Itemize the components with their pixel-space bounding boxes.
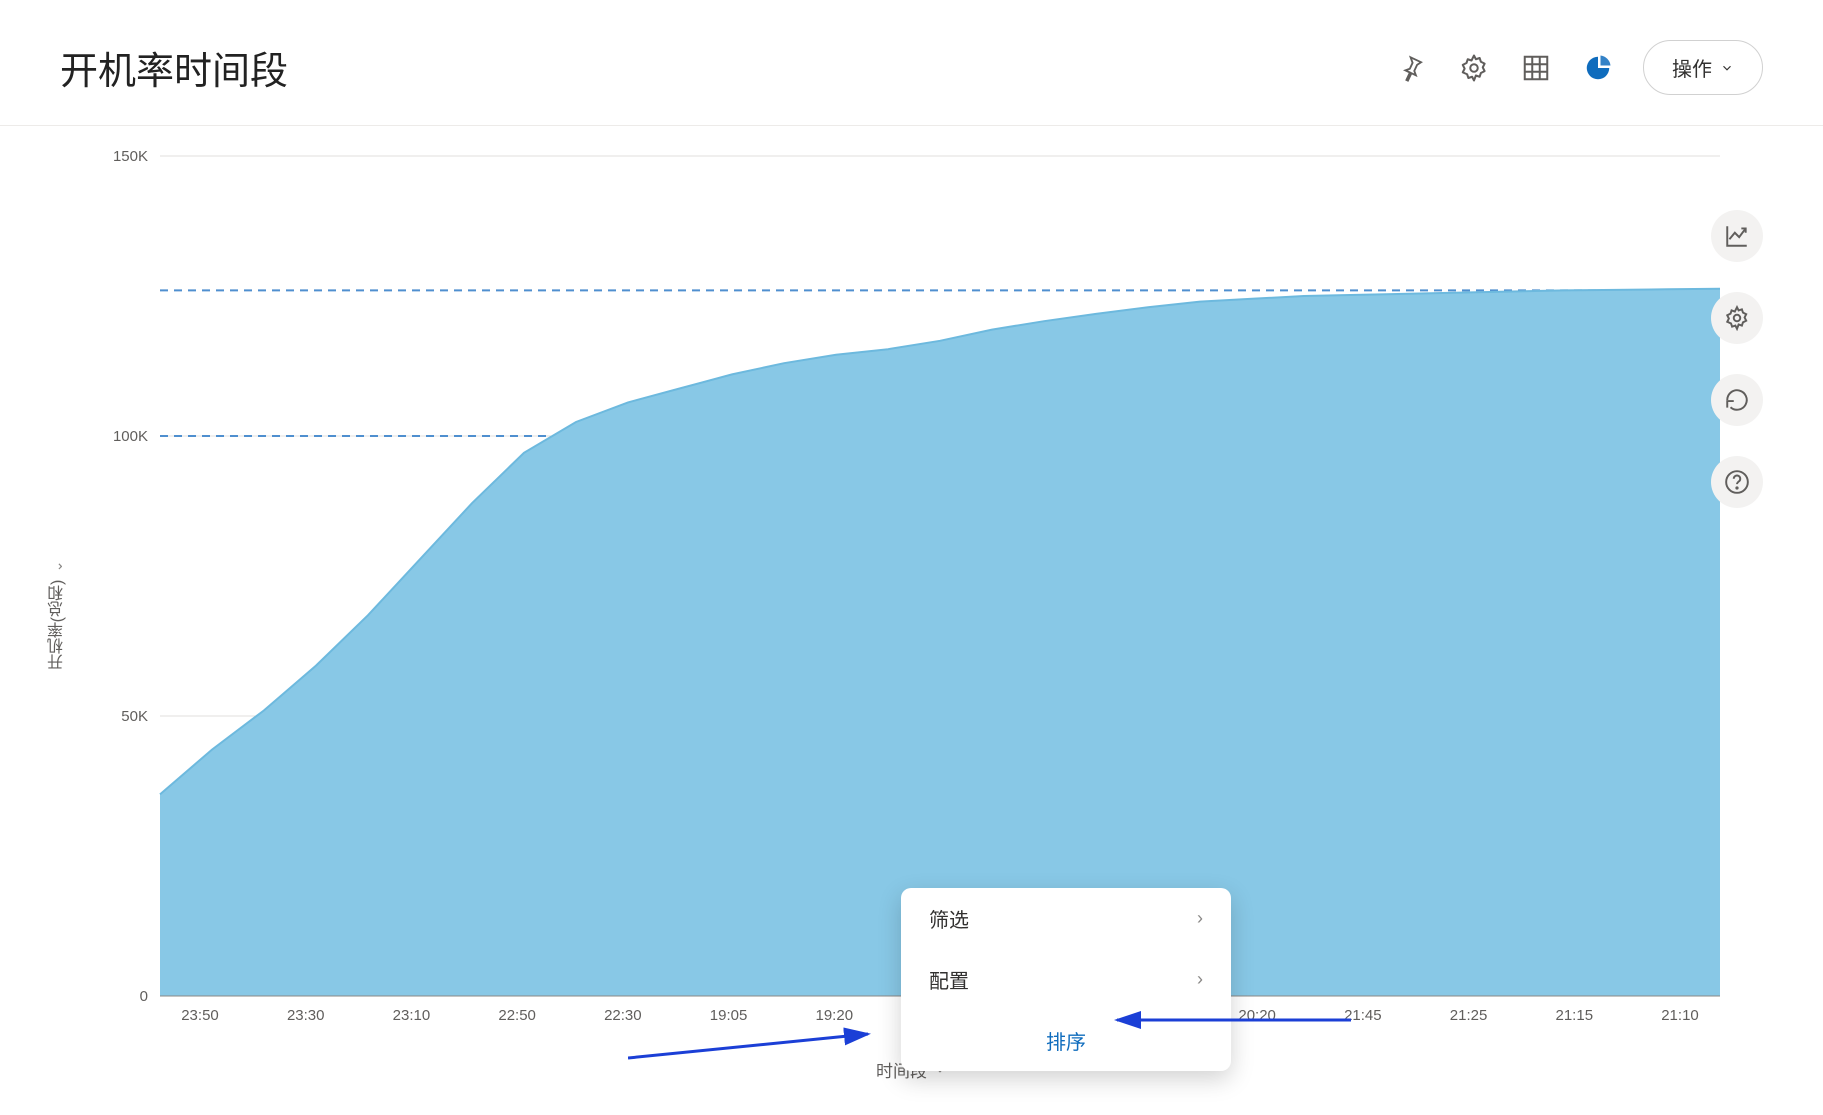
svg-text:23:10: 23:10 [393,1007,431,1024]
svg-text:21:15: 21:15 [1556,1007,1594,1024]
svg-text:23:30: 23:30 [287,1007,325,1024]
page-title: 开机率时间段 [60,40,288,95]
context-menu-label: 配置 [929,965,969,994]
action-label: 操作 [1672,53,1712,82]
svg-text:21:25: 21:25 [1450,1007,1488,1024]
area-chart: 0 50K 100K 150K 23:50 23:30 23:10 22:50 22:30 19:… [60,146,1730,1046]
toolbar: 操作 [1395,40,1763,95]
svg-text:21:45: 21:45 [1344,1007,1382,1024]
y-axis-label-wrap[interactable]: 开机率(总和) ⌄ [46,558,70,671]
gear-icon[interactable] [1457,51,1491,85]
context-menu-sort[interactable]: 排序 [901,1010,1231,1071]
chart-container: 开机率(总和) ⌄ 050K100K150K23:5023:3023:1022:… [60,146,1763,1082]
svg-text:22:50: 22:50 [498,1007,536,1024]
pin-icon[interactable] [1395,51,1429,85]
svg-text:19:05: 19:05 [710,1007,748,1024]
chevron-icon: ⌄ [50,558,66,574]
y-axis-label: 开机率(总和) [46,580,70,671]
context-menu-filter[interactable]: 筛选 › [901,888,1231,949]
svg-text:20:20: 20:20 [1238,1007,1276,1024]
action-button[interactable]: 操作 [1643,40,1763,95]
grid-icon[interactable] [1519,51,1553,85]
line-chart-icon[interactable] [1711,210,1763,262]
context-menu-label: 排序 [1046,1026,1086,1055]
gear-icon[interactable] [1711,292,1763,344]
svg-text:22:30: 22:30 [604,1007,642,1024]
help-icon[interactable] [1711,456,1763,508]
context-menu: 筛选 › 配置 › 排序 [901,888,1231,1071]
svg-text:50K: 50K [121,708,148,725]
chevron-right-icon: › [1197,908,1203,929]
context-menu-label: 筛选 [929,904,969,933]
pie-chart-icon[interactable] [1581,51,1615,85]
svg-text:19:20: 19:20 [816,1007,854,1024]
chevron-right-icon: › [1197,969,1203,990]
chevron-down-icon [1720,61,1734,75]
svg-text:150K: 150K [113,148,148,165]
svg-text:100K: 100K [113,428,148,445]
svg-text:0: 0 [140,988,148,1005]
svg-text:23:50: 23:50 [181,1007,219,1024]
side-toolbar [1711,210,1763,508]
svg-text:21:10: 21:10 [1661,1007,1699,1024]
header: 开机率时间段 操作 [0,0,1823,126]
refresh-icon[interactable] [1711,374,1763,426]
context-menu-configure[interactable]: 配置 › [901,949,1231,1010]
